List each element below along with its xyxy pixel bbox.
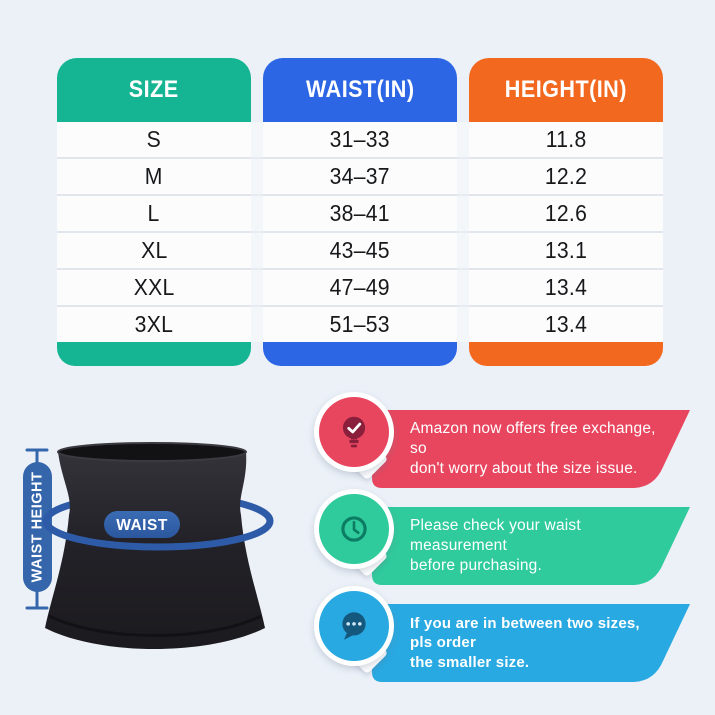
tip-text-line: the smaller size. xyxy=(410,653,530,671)
cell-height: 12.2 xyxy=(544,163,588,189)
waist-label-pill: WAIST xyxy=(104,511,180,538)
cell-waist: 31–33 xyxy=(329,126,391,152)
table-row: L 38–41 12.6 xyxy=(57,196,663,233)
column-header-size-label: SIZE xyxy=(129,76,179,103)
corset-opening xyxy=(57,442,247,462)
table-row: S 31–33 11.8 xyxy=(57,122,663,159)
waist-height-label-pill: WAIST HEIGHT xyxy=(23,462,52,592)
table-row: M 34–37 12.2 xyxy=(57,159,663,196)
footer-bar-size xyxy=(57,342,251,366)
column-header-waist-label: WAIST(IN) xyxy=(305,76,415,103)
cell-waist: 47–49 xyxy=(329,274,391,300)
cell-height: 13.4 xyxy=(544,311,588,337)
cell-size: XXL xyxy=(133,274,175,300)
column-header-waist: WAIST(IN) xyxy=(263,58,457,122)
table-body: S 31–33 11.8 M 34–37 12.2 L 38–41 12.6 X… xyxy=(57,122,663,342)
cell-waist: 34–37 xyxy=(329,163,391,189)
cell-height: 13.4 xyxy=(544,274,588,300)
cell-size: L xyxy=(147,200,161,226)
chat-dots-icon xyxy=(342,612,366,640)
cell-size: S xyxy=(146,126,162,152)
column-header-size: SIZE xyxy=(57,58,251,122)
column-header-height: HEIGHT(IN) xyxy=(469,58,663,122)
tip-text-line: Amazon now offers free exchange, so xyxy=(410,419,656,457)
corset-hem-line xyxy=(48,614,262,637)
table-footer-row xyxy=(57,342,663,366)
table-header-row: SIZE WAIST(IN) HEIGHT(IN) xyxy=(57,58,663,122)
tip-icon-circle xyxy=(314,586,394,666)
waist-height-label: WAIST HEIGHT xyxy=(30,472,46,583)
tip-icon-circle xyxy=(314,392,394,472)
tip-icon-circle xyxy=(314,489,394,569)
column-header-height-label: HEIGHT(IN) xyxy=(504,76,628,103)
tip-text-line: before purchasing. xyxy=(410,557,542,575)
cell-waist: 51–53 xyxy=(329,311,391,337)
table-row: XL 43–45 13.1 xyxy=(57,233,663,270)
waist-tape-front-arc xyxy=(42,520,274,551)
footer-bar-waist xyxy=(263,342,457,366)
tip-text-line: Please check your waist measurement xyxy=(410,516,581,554)
lightbulb-check-icon xyxy=(342,416,366,448)
cell-height: 12.6 xyxy=(544,200,588,226)
tip-banner: If you are in between two sizes, pls ord… xyxy=(372,604,690,682)
cell-size: M xyxy=(145,163,163,189)
cell-waist: 43–45 xyxy=(329,237,391,263)
tip-check-measurement: Please check your waist measurement befo… xyxy=(314,489,699,594)
waist-label: WAIST xyxy=(116,517,168,534)
cell-height: 13.1 xyxy=(544,237,588,263)
table-row: XXL 47–49 13.4 xyxy=(57,270,663,307)
tip-banner: Amazon now offers free exchange, so don'… xyxy=(372,410,690,488)
corset-shape xyxy=(45,442,265,649)
table-row: 3XL 51–53 13.4 xyxy=(57,307,663,342)
cell-waist: 38–41 xyxy=(329,200,391,226)
tip-banner: Please check your waist measurement befo… xyxy=(372,507,690,585)
waist-trainer-illustration: WAIST HEIGHT WAIST xyxy=(23,442,274,649)
tip-text-line: don't worry about the size issue. xyxy=(410,460,638,478)
cell-height: 11.8 xyxy=(545,126,587,152)
cell-size: 3XL xyxy=(134,311,174,337)
footer-bar-height xyxy=(469,342,663,366)
tip-text-line: If you are in between two sizes, pls ord… xyxy=(410,614,640,652)
cell-size: XL xyxy=(140,237,168,263)
clock-icon xyxy=(341,516,367,542)
size-chart-table: SIZE WAIST(IN) HEIGHT(IN) S 31–33 11.8 M… xyxy=(57,58,663,366)
tip-between-sizes: If you are in between two sizes, pls ord… xyxy=(314,586,699,691)
tip-free-exchange: Amazon now offers free exchange, so don'… xyxy=(314,392,699,497)
